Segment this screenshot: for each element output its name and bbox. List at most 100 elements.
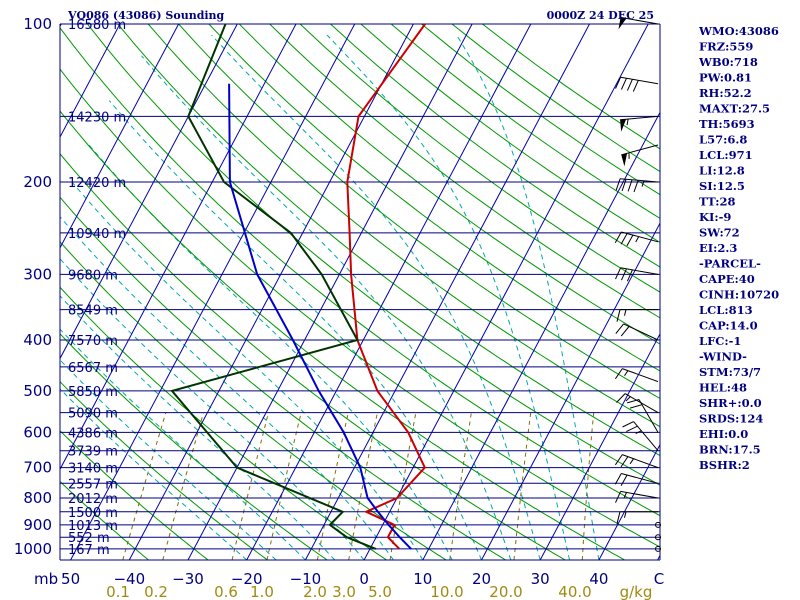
index-entry: LCL:813	[699, 303, 753, 317]
index-entry: CAPE:40	[699, 272, 755, 286]
wind-barb	[655, 534, 661, 541]
mixing-ratio-line	[316, 412, 349, 560]
calm-marker	[655, 521, 661, 528]
barb-half-flag	[624, 370, 629, 376]
dry-adiabat	[269, 24, 660, 319]
barb-flag	[615, 267, 622, 280]
valid-time: 0000Z 24 DEC 25	[547, 9, 654, 22]
isotherm	[60, 24, 297, 471]
moist-adiabat	[71, 181, 424, 560]
height-label: 4386 m	[68, 426, 118, 441]
height-label: 167 m	[68, 543, 110, 558]
height-label: 3140 m	[68, 462, 118, 477]
dry-adiabat	[60, 333, 328, 560]
wind-barb	[614, 368, 659, 383]
temperature-tick-label: 10	[413, 570, 432, 588]
height-label: 1500 m	[68, 506, 118, 521]
isotherm	[60, 24, 121, 139]
isotherm	[70, 24, 356, 560]
barb-staff	[620, 16, 659, 25]
barb-flag	[614, 473, 622, 485]
moist-adiabat	[326, 34, 571, 560]
index-entry: LCL:971	[699, 148, 753, 162]
temperature-tick-label: −40	[113, 570, 145, 588]
index-entry: BSHR:2	[699, 458, 750, 472]
barb-staff	[620, 490, 659, 499]
isotherm	[363, 24, 649, 560]
barb-half-flag	[625, 396, 631, 402]
dry-adiabat	[87, 24, 660, 486]
barb-half-flag	[624, 309, 627, 316]
height-label: 10940 m	[68, 227, 126, 242]
wind-barbs	[614, 16, 661, 552]
barb-flag	[622, 421, 634, 428]
pressure-tick-label: 800	[23, 489, 52, 507]
barb-pennant	[621, 153, 628, 167]
wind-barb	[614, 454, 659, 469]
index-entry: LI:12.8	[699, 164, 745, 178]
barb-flag	[626, 79, 633, 91]
temperature-tick-label: 40	[589, 570, 608, 588]
temperature-tick-label: 20	[472, 570, 491, 588]
temperature-profile	[346, 24, 426, 550]
isotherm	[246, 24, 532, 560]
dry-adiabat	[117, 24, 660, 457]
barb-staff	[622, 454, 659, 469]
wind-barb	[618, 16, 659, 30]
index-entry: SW:72	[699, 226, 740, 240]
barb-flag	[616, 393, 626, 403]
moist-adiabat	[60, 328, 306, 560]
mixing-ratio-line	[231, 412, 269, 560]
mixing-ratio-label: 20.0	[489, 583, 522, 600]
index-entry: TT:28	[699, 195, 736, 209]
pressure-tick-label: 700	[23, 459, 52, 477]
barb-flag	[627, 179, 633, 192]
pressure-unit-label: mb	[34, 570, 58, 588]
chart-title: VQ086 (43086) Sounding	[67, 9, 225, 22]
barb-staff	[621, 231, 659, 243]
mixing-ratio-label: 3.0	[332, 583, 356, 600]
pressure-tick-label: 400	[23, 331, 52, 349]
isotherm	[187, 24, 473, 560]
wind-barb	[614, 473, 659, 487]
temperature-tick-label: 50	[61, 570, 80, 588]
mixing-ratio-line	[449, 412, 472, 560]
dry-adiabat	[60, 380, 268, 560]
dry-adiabat	[360, 24, 660, 243]
profiles	[170, 24, 426, 550]
isotherm	[481, 222, 660, 560]
dry-adiabat	[147, 24, 660, 428]
wind-barb	[615, 178, 659, 193]
calm-marker	[655, 545, 661, 552]
dry-adiabat	[60, 153, 566, 560]
barb-half-flag	[623, 492, 627, 499]
index-entry: SI:12.5	[699, 179, 745, 193]
barb-flag	[616, 511, 621, 524]
barb-flag	[620, 456, 629, 468]
barb-flag	[632, 80, 639, 92]
index-entry: HEL:48	[699, 381, 747, 395]
mixing-ratio-label: 0.2	[144, 583, 168, 600]
temperature-tick-label: 0	[359, 570, 369, 588]
barb-pennant	[620, 119, 627, 132]
wind-barb	[620, 115, 659, 132]
isotherm	[304, 24, 590, 560]
barb-flag	[621, 179, 627, 192]
barb-staff	[620, 76, 659, 85]
height-label: 9680 m	[68, 268, 118, 283]
wind-barb	[622, 421, 659, 452]
index-entry: WMO:43086	[698, 24, 779, 38]
pressure-tick-label: 1000	[14, 540, 52, 558]
moist-adiabat	[211, 34, 541, 560]
barb-flag	[629, 404, 643, 409]
barb-half-flag	[641, 180, 645, 187]
dry-adiabat	[238, 24, 660, 345]
barb-flag	[614, 454, 623, 466]
barb-half-flag	[635, 236, 640, 243]
barb-flag	[620, 474, 628, 487]
index-entry: -PARCEL-	[699, 257, 761, 271]
wind-barb	[615, 323, 659, 341]
barb-half-flag	[629, 458, 635, 465]
